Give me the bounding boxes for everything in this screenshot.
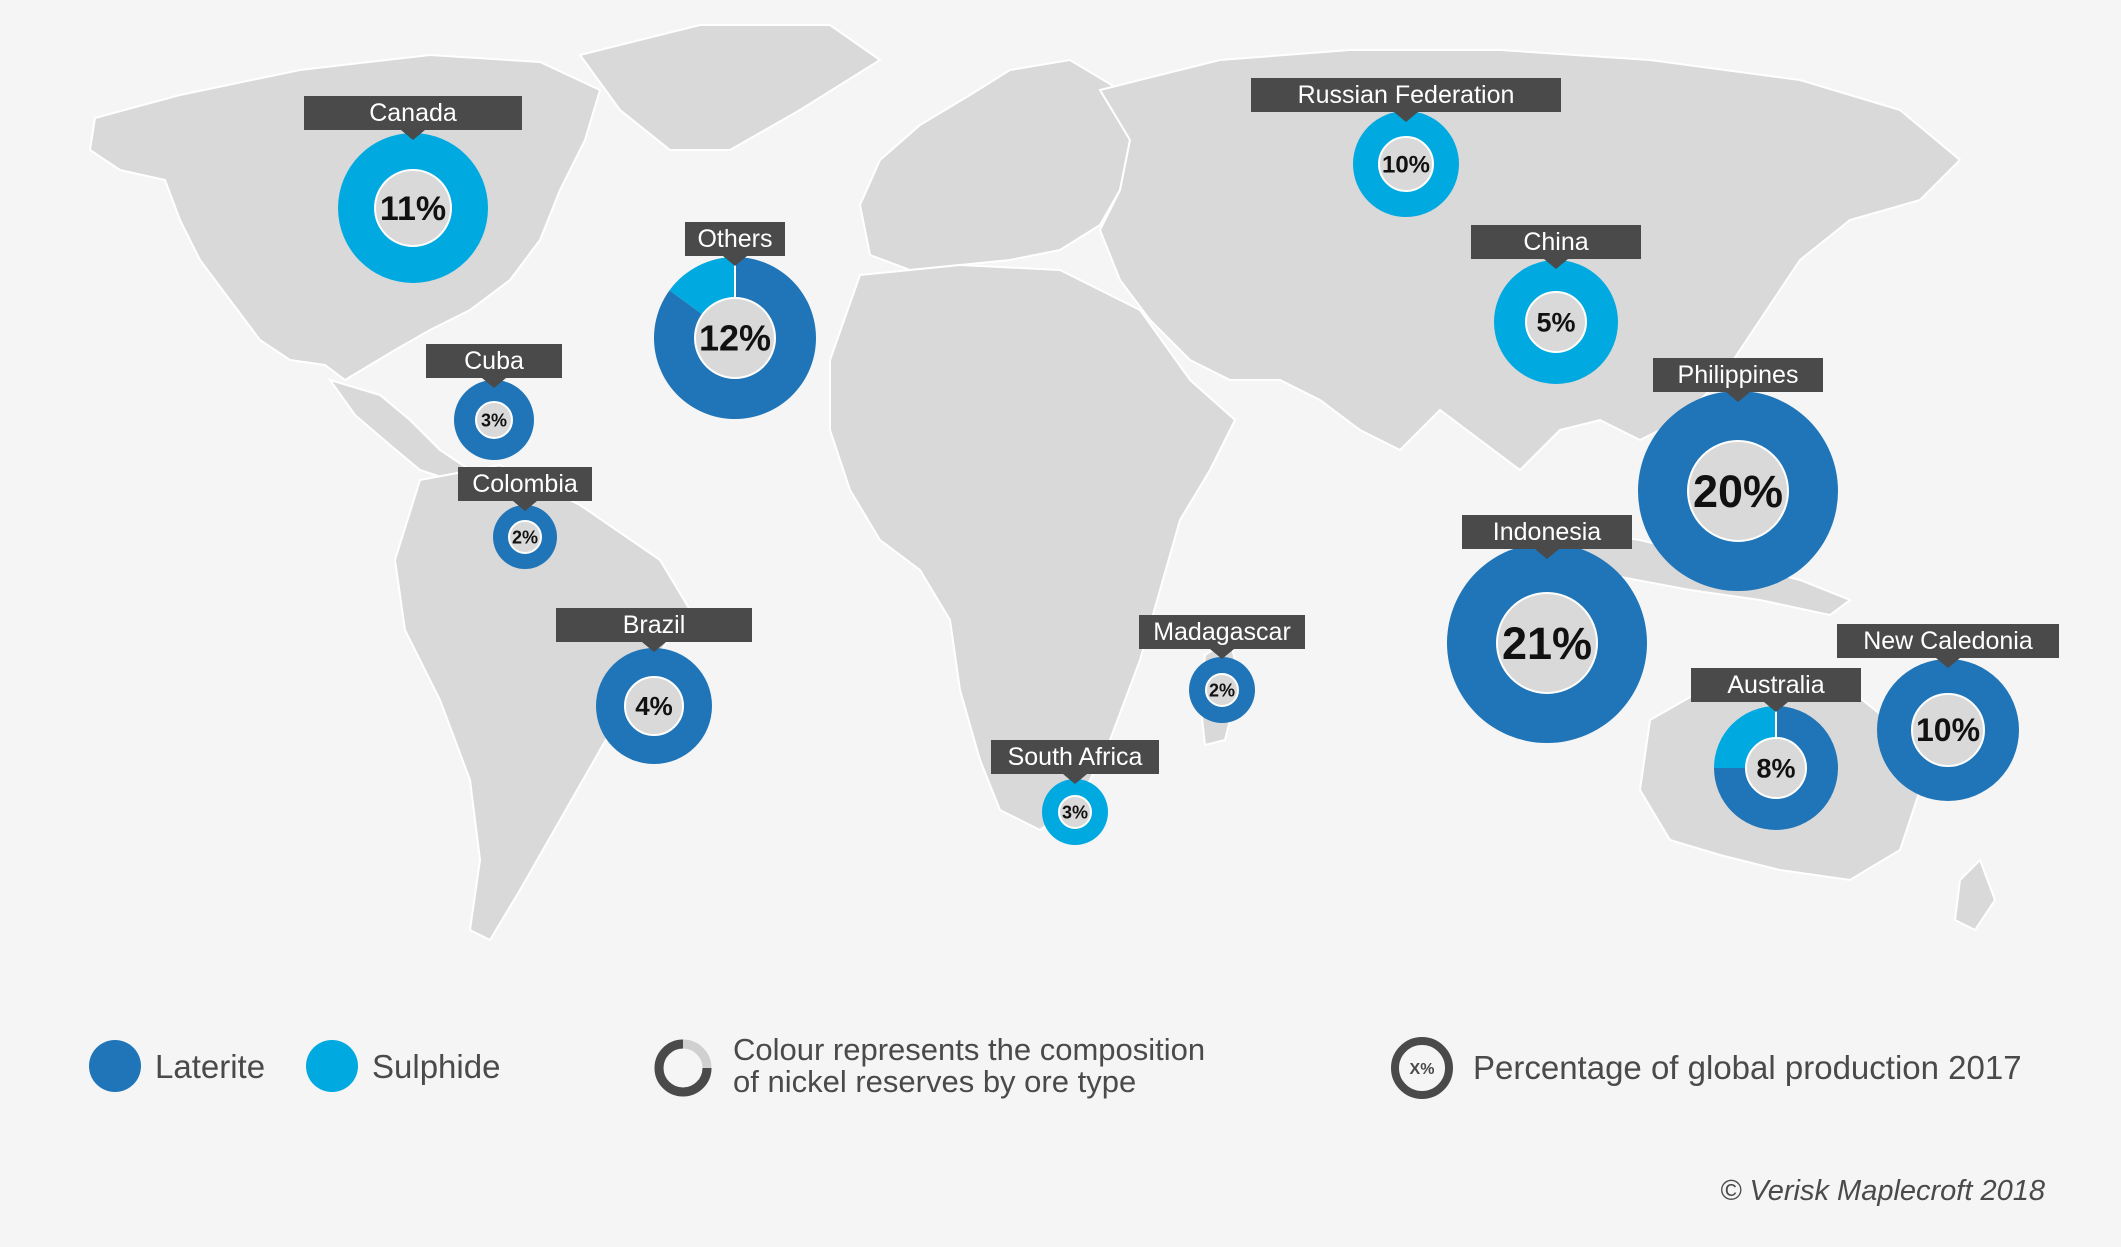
country-tag-new-caledonia (1837, 624, 2059, 668)
donut-center-madagascar (1205, 673, 1239, 707)
donut-indonesia: 21% Indonesia (1447, 515, 1647, 743)
country-name-china: China (1523, 228, 1588, 256)
country-tag-china (1471, 225, 1641, 269)
country-tag-indonesia (1462, 515, 1632, 559)
donut-center-russian-federation (1378, 136, 1434, 192)
pct-label-philippines: 20% (1693, 466, 1783, 517)
percentage-icon-text: X% (1410, 1061, 1435, 1078)
pct-label-cuba: 3% (481, 410, 507, 430)
donut-south-africa: 3% South Africa (991, 740, 1159, 845)
composition-legend-line2: of nickel reserves by ore type (733, 1064, 1136, 1099)
percentage-ring-icon (1391, 1037, 1453, 1099)
country-name-madagascar: Madagascar (1153, 618, 1291, 646)
country-name-australia: Australia (1727, 671, 1824, 699)
pct-label-madagascar: 2% (1209, 680, 1235, 700)
pct-label-new-caledonia: 10% (1916, 712, 1980, 748)
country-tag-others (685, 222, 785, 266)
donut-russian-federation: 10% Russian Federation (1251, 78, 1561, 217)
pct-label-colombia: 2% (512, 527, 538, 547)
pct-label-australia: 8% (1756, 753, 1795, 783)
composition-ring-arc-icon (654, 1039, 712, 1097)
sulphide-legend-label: Sulphide (372, 1048, 500, 1085)
country-name-colombia: Colombia (472, 470, 578, 498)
copyright: © Verisk Maplecroft 2018 (1720, 1175, 2045, 1207)
country-name-south-africa: South Africa (1008, 743, 1143, 771)
donut-canada: 11% Canada (304, 96, 522, 283)
pct-label-china: 5% (1536, 307, 1575, 337)
donut-philippines: 20% Philippines (1638, 358, 1838, 591)
donut-colombia: 2% Colombia (458, 467, 592, 569)
donut-new-caledonia: 10% New Caledonia (1837, 624, 2059, 801)
laterite-swatch-icon (89, 1040, 141, 1092)
donut-center-new-caledonia (1911, 693, 1985, 767)
donut-madagascar: 2% Madagascar (1139, 615, 1305, 723)
country-name-philippines: Philippines (1678, 361, 1799, 389)
donut-china: 5% China (1471, 225, 1641, 384)
pct-label-indonesia: 21% (1502, 618, 1592, 669)
donut-australia: 8% Australia (1691, 668, 1861, 830)
donut-center-indonesia (1496, 592, 1598, 694)
country-tag-cuba (426, 344, 562, 388)
donut-center-cuba (475, 401, 513, 439)
pct-label-others: 12% (699, 318, 771, 359)
donut-center-philippines (1687, 440, 1789, 542)
legend: Laterite Sulphide Colour represents the … (89, 1032, 2022, 1099)
donut-center-colombia (508, 520, 542, 554)
country-tag-australia (1691, 668, 1861, 712)
country-name-brazil: Brazil (623, 611, 686, 639)
pct-label-canada: 11% (380, 190, 446, 228)
country-tag-russian-federation (1251, 78, 1561, 122)
donut-center-canada (374, 169, 452, 247)
pct-label-brazil: 4% (635, 691, 673, 721)
new-zealand (1953, 858, 1997, 932)
donut-others: 12% Others (654, 222, 816, 420)
country-tag-madagascar (1139, 615, 1305, 659)
country-name-indonesia: Indonesia (1493, 518, 1602, 546)
country-name-cuba: Cuba (464, 347, 524, 375)
country-tag-south-africa (991, 740, 1159, 784)
country-tag-philippines (1653, 358, 1823, 402)
country-name-others: Others (697, 225, 772, 253)
donut-center-china (1525, 291, 1587, 353)
south-america (393, 463, 692, 942)
donut-brazil: 4% Brazil (556, 608, 752, 764)
asia (1098, 49, 1962, 472)
pct-label-south-africa: 3% (1062, 802, 1088, 822)
donut-cuba: 3% Cuba (426, 344, 562, 460)
composition-legend-line1: Colour represents the composition (733, 1032, 1205, 1067)
country-tag-canada (304, 96, 522, 140)
country-name-canada: Canada (369, 99, 457, 127)
percentage-legend-label: Percentage of global production 2017 (1473, 1049, 2022, 1086)
laterite-legend-label: Laterite (155, 1048, 265, 1085)
donut-layer: 11% Canada 3% Cuba 2% Colombia 4% Brazil 12% Othe… (304, 78, 2059, 845)
pct-label-russian-federation: 10% (1382, 151, 1430, 178)
country-name-new-caledonia: New Caledonia (1863, 627, 2033, 655)
country-tag-brazil (556, 608, 752, 652)
greenland (578, 24, 882, 151)
country-tag-colombia (458, 467, 592, 511)
country-name-russian-federation: Russian Federation (1298, 81, 1515, 109)
donut-center-others (694, 297, 776, 379)
sulphide-swatch-icon (306, 1040, 358, 1092)
donut-center-australia (1745, 737, 1807, 799)
donut-center-south-africa (1058, 795, 1092, 829)
donut-center-brazil (624, 676, 684, 736)
